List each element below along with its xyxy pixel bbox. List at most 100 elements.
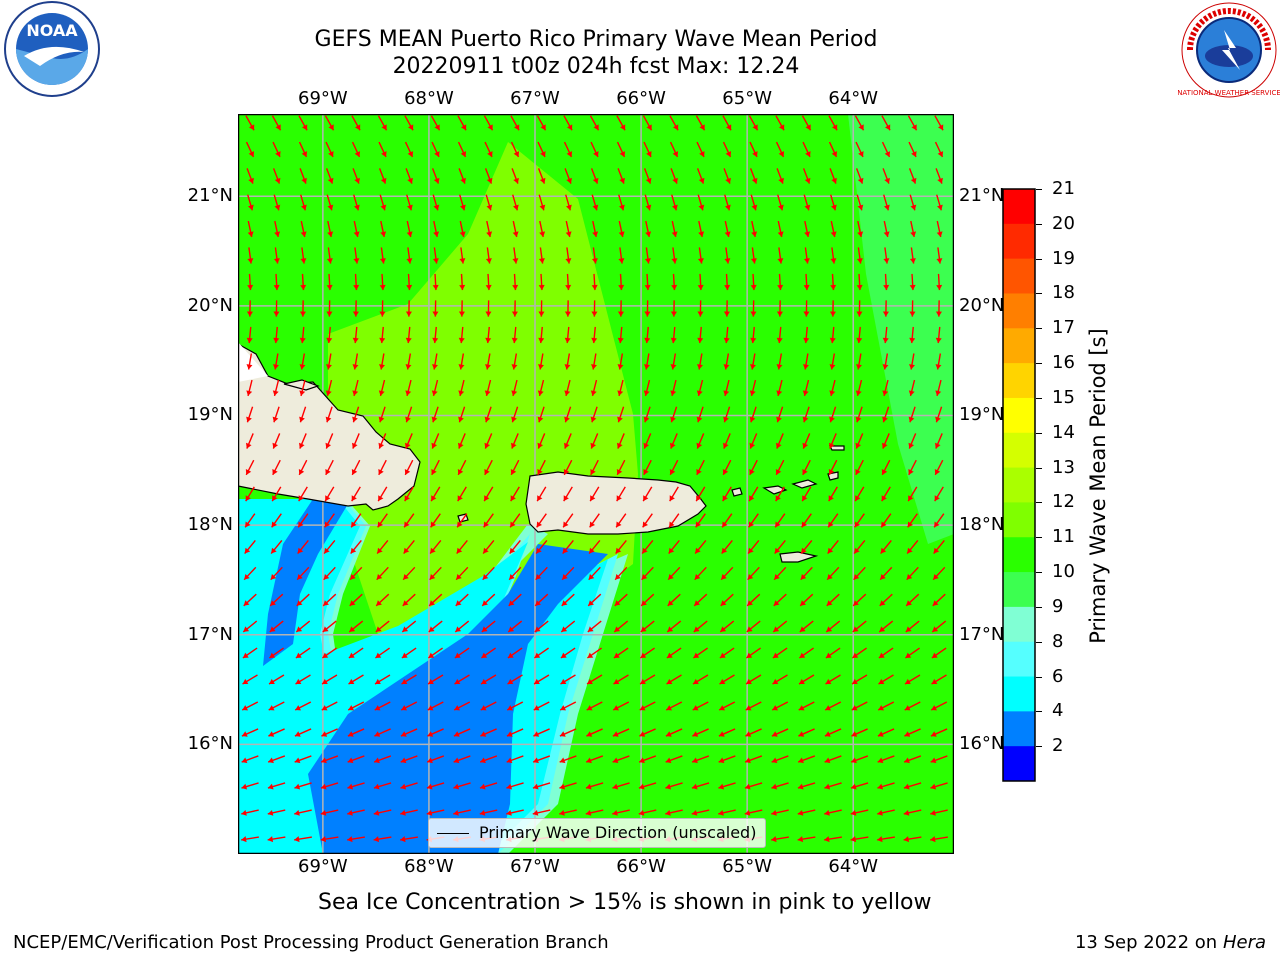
- direction-arrow: [773, 566, 787, 581]
- direction-arrow: [828, 141, 838, 158]
- direction-arrow: [565, 194, 572, 211]
- direction-arrow: [453, 701, 471, 711]
- direction-arrow: [855, 379, 863, 397]
- direction-arrow: [642, 115, 653, 131]
- colorbar-segment: [1003, 223, 1035, 260]
- direction-arrow: [691, 755, 710, 764]
- vieques-east: [731, 487, 743, 497]
- map-legend: Primary Wave Direction (unscaled): [428, 818, 766, 848]
- direction-arrow: [803, 247, 810, 264]
- direction-arrow: [351, 433, 360, 449]
- direction-arrow: [590, 379, 598, 397]
- direction-arrow: [825, 647, 841, 659]
- direction-arrow: [638, 782, 657, 790]
- direction-arrow: [563, 433, 572, 449]
- colorbar-tick-mark: [1036, 328, 1042, 330]
- direction-arrow: [907, 513, 918, 528]
- direction-arrow: [510, 433, 519, 449]
- direction-arrow: [585, 782, 604, 790]
- direction-arrow: [347, 701, 365, 711]
- direction-arrow: [299, 168, 307, 184]
- direction-arrow: [616, 486, 626, 502]
- lat-label-right: 21°N: [959, 185, 1005, 207]
- direction-arrow: [878, 647, 894, 659]
- direction-arrow: [883, 194, 890, 211]
- direction-arrow: [772, 647, 788, 659]
- direction-arrow: [400, 755, 418, 764]
- direction-arrow: [459, 273, 466, 291]
- direction-arrow: [696, 379, 704, 397]
- colorbar-segment: [1003, 537, 1035, 573]
- direction-arrow: [776, 326, 783, 344]
- direction-arrow: [426, 782, 445, 790]
- direction-arrow: [564, 406, 572, 423]
- direction-arrow: [511, 353, 518, 370]
- direction-arrow: [294, 701, 312, 711]
- direction-arrow: [616, 459, 626, 476]
- direction-arrow: [617, 406, 625, 423]
- direction-arrow: [617, 326, 624, 344]
- direction-arrow: [671, 247, 678, 264]
- direction-arrow: [747, 566, 760, 581]
- colorbar-segment: [1003, 606, 1035, 643]
- direction-arrow: [272, 141, 281, 158]
- direction-arrow: [745, 647, 762, 659]
- direction-arrow: [537, 379, 545, 397]
- direction-arrow: [618, 194, 625, 211]
- direction-arrow: [723, 406, 731, 423]
- direction-arrow: [697, 273, 704, 291]
- direction-arrow: [722, 486, 732, 502]
- direction-arrow: [378, 433, 387, 449]
- direction-arrow: [850, 755, 869, 764]
- direction-arrow: [373, 836, 392, 843]
- direction-arrow: [432, 353, 438, 370]
- direction-arrow: [378, 459, 387, 476]
- direction-arrow: [352, 168, 360, 184]
- direction-arrow: [507, 647, 523, 659]
- direction-arrow: [453, 755, 471, 764]
- footer-host: Hera: [1222, 932, 1266, 953]
- direction-arrow: [803, 353, 809, 370]
- direction-arrow: [881, 141, 891, 158]
- direction-arrow: [486, 220, 493, 238]
- direction-arrow: [829, 353, 836, 370]
- direction-arrow: [748, 513, 759, 528]
- direction-arrow: [909, 353, 915, 370]
- direction-arrow: [639, 728, 656, 737]
- direction-arrow: [243, 566, 257, 581]
- direction-arrow: [749, 459, 758, 476]
- colorbar-tick-label: 14: [1052, 421, 1075, 443]
- direction-arrow: [749, 406, 757, 423]
- direction-arrow: [430, 486, 441, 502]
- direction-arrow: [909, 273, 916, 291]
- direction-arrow: [695, 513, 706, 528]
- direction-arrow: [775, 459, 785, 476]
- direction-arrow: [532, 809, 551, 816]
- direction-arrow: [298, 115, 308, 131]
- direction-arrow: [824, 836, 842, 843]
- direction-arrow: [347, 836, 365, 843]
- direction-arrow: [241, 701, 259, 711]
- direction-arrow: [850, 809, 869, 816]
- direction-arrow: [910, 220, 917, 238]
- colorbar-tick-mark: [1036, 432, 1042, 434]
- direction-arrow: [353, 247, 360, 264]
- direction-arrow: [406, 220, 413, 238]
- noaa-logo-text: NOAA: [26, 21, 78, 40]
- direction-arrow: [586, 701, 603, 711]
- direction-arrow: [692, 674, 709, 685]
- direction-arrow: [377, 513, 388, 528]
- direction-arrow: [880, 540, 892, 554]
- direction-arrow: [532, 755, 551, 764]
- direction-arrow: [719, 647, 735, 659]
- direction-arrow: [908, 168, 917, 184]
- direction-arrow: [563, 141, 573, 158]
- direction-arrow: [480, 647, 497, 659]
- direction-arrow: [669, 115, 679, 131]
- direction-arrow: [321, 701, 338, 711]
- colorbar-tick-mark: [1036, 676, 1042, 678]
- direction-arrow: [617, 168, 625, 184]
- direction-arrow: [850, 782, 869, 790]
- direction-arrow: [803, 326, 810, 344]
- direction-arrow: [640, 593, 655, 607]
